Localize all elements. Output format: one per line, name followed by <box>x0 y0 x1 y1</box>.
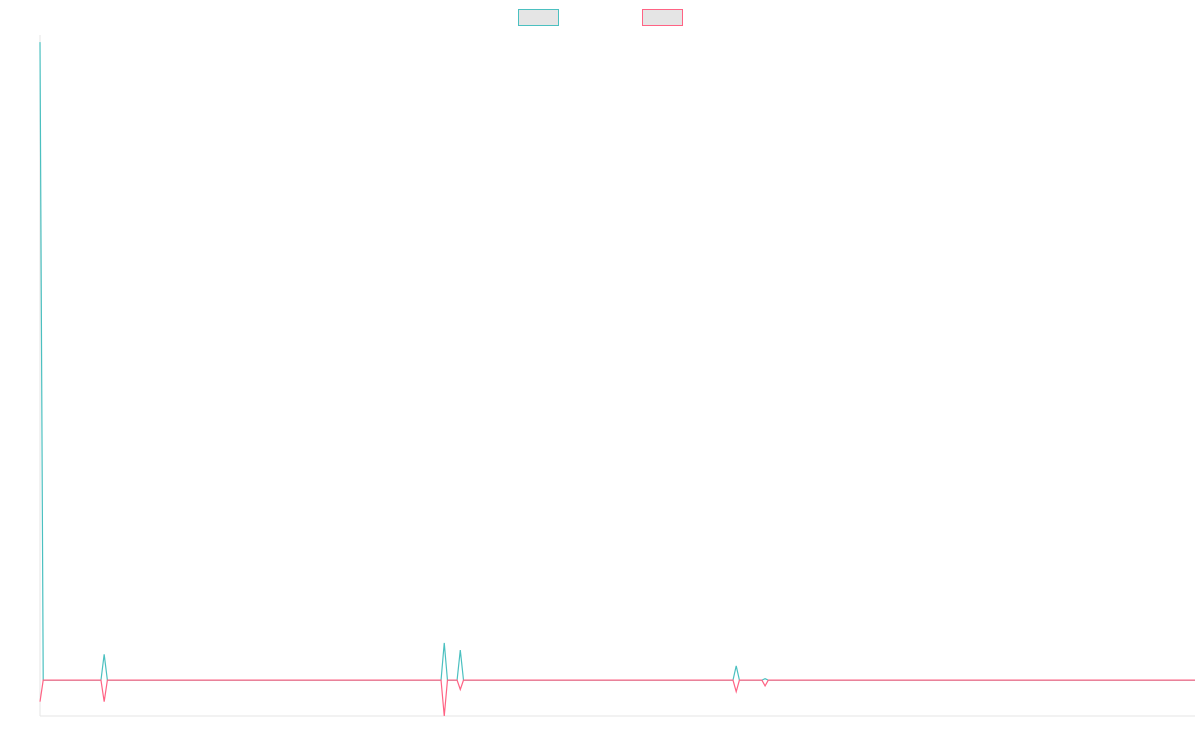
legend-swatch-2[interactable] <box>642 9 683 26</box>
series-lines <box>39 42 1195 717</box>
series-line-2 <box>39 679 1195 717</box>
legend <box>518 9 683 26</box>
axes <box>39 35 1195 717</box>
series-line-1 <box>39 42 1195 681</box>
legend-swatch-1[interactable] <box>518 9 559 26</box>
